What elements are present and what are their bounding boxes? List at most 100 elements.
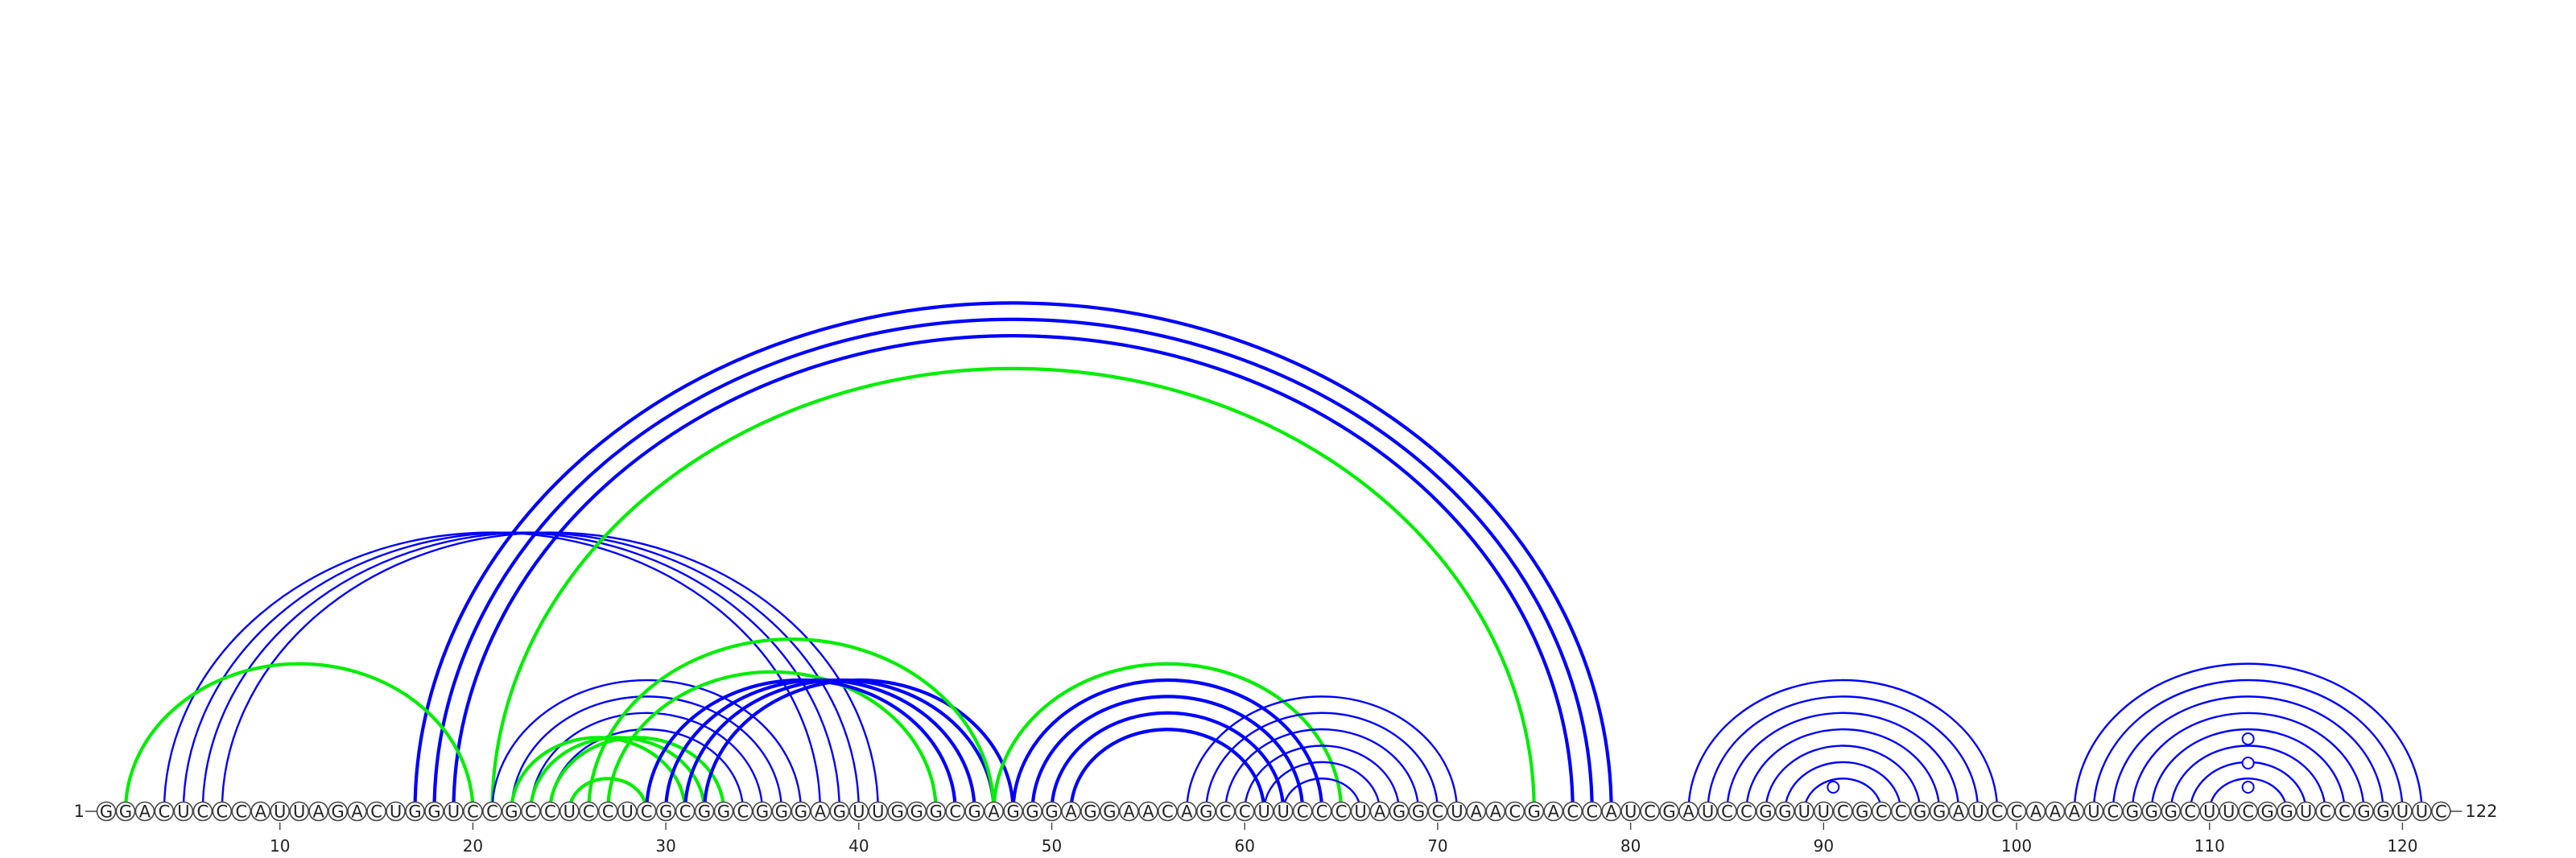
nucleotide-letter: U (872, 802, 884, 822)
start-label: 1 (74, 802, 85, 821)
nucleotide: C (1892, 802, 1910, 822)
nucleotide-letter: C (737, 802, 749, 822)
nucleotide-letter: G (2165, 802, 2178, 822)
nucleotide: U (618, 802, 637, 822)
nucleotide-letter: G (1856, 802, 1868, 822)
nucleotide: C (599, 802, 617, 822)
base-pair-arc (1013, 680, 1323, 811)
nucleotide-letter: U (1451, 802, 1463, 822)
nucleotide: G (1023, 802, 1042, 822)
nucleotide-letter: U (2396, 802, 2409, 822)
nucleotide: U (1255, 802, 1274, 822)
nucleotide: A (1950, 802, 1968, 822)
nucleotide-letter: C (2011, 802, 2023, 822)
nucleotide-letter: A (1605, 802, 1617, 822)
nucleotide: G (1081, 802, 1100, 822)
tick-label: 40 (848, 836, 869, 856)
nucleotide-letter: U (1354, 802, 1366, 822)
nucleotide-letter: C (1297, 802, 1309, 822)
nucleotide-letter: G (1412, 802, 1425, 822)
nucleotide: A (251, 802, 270, 822)
nucleotide: A (1486, 802, 1505, 822)
nucleotide-letter: U (2203, 802, 2215, 822)
nucleotide-letter: G (1026, 802, 1038, 822)
nucleotide-letter: C (486, 802, 498, 822)
nucleotide: U (386, 802, 405, 822)
nucleotide: G (97, 802, 116, 822)
tick-label: 20 (463, 836, 483, 856)
nucleotide-letter: A (1490, 802, 1502, 822)
nucleotide: U (1274, 802, 1293, 822)
nucleotide: G (502, 802, 521, 822)
nucleotide: G (1911, 802, 1930, 822)
nucleotide: G (1660, 802, 1678, 822)
nucleotide-letter: G (698, 802, 711, 822)
nucleotide-letter: G (2357, 802, 2370, 822)
nucleotide-letter: C (2184, 802, 2196, 822)
nucleotide-letter: C (216, 802, 228, 822)
nucleotide-letter: A (312, 802, 324, 822)
nucleotide: G (1100, 802, 1119, 822)
nucleotide: U (290, 802, 308, 822)
nucleotide-letter: C (2435, 802, 2447, 822)
nucleotide-letter: A (2050, 802, 2062, 822)
tick-label: 10 (270, 836, 290, 856)
nucleotide: G (1409, 802, 1427, 822)
nucleotide: G (1757, 802, 1775, 822)
tick-label: 60 (1235, 836, 1255, 856)
nucleotide-letter: A (1374, 802, 1386, 822)
nucleotide: C (522, 802, 540, 822)
nucleotide-letter: G (119, 802, 132, 822)
nucleotide-letter: G (1084, 802, 1096, 822)
tick-label: 80 (1620, 836, 1641, 856)
end-label: 122 (2465, 802, 2497, 821)
base-pair-arc (1746, 729, 1939, 811)
nucleotide-letter: A (1471, 802, 1483, 822)
nucleotide-letter: C (1432, 802, 1444, 822)
nucleotide-letter: U (852, 802, 865, 822)
nucleotide-letter: A (1953, 802, 1965, 822)
nucleotide: A (1467, 802, 1485, 822)
nucleotide: U (1814, 802, 1833, 822)
nucleotide: C (1236, 802, 1254, 822)
loop-marker (2243, 757, 2254, 769)
nucleotide: G (965, 802, 984, 822)
nucleotide-letter: C (370, 802, 382, 822)
nucleotide-letter: G (331, 802, 344, 822)
nucleotide: U (849, 802, 868, 822)
nucleotide: G (2355, 802, 2373, 822)
nucleotide: G (2277, 802, 2296, 822)
nucleotide: U (869, 802, 887, 822)
loop-marker (1827, 782, 1839, 793)
nucleotide-letter: U (390, 802, 402, 822)
nucleotide: C (676, 802, 695, 822)
nucleotide-letter: U (564, 802, 576, 822)
nucleotide-letter: C (467, 802, 479, 822)
nucleotide-letter: C (602, 802, 614, 822)
nucleotide-letter: G (1045, 802, 1058, 822)
base-pair-arc (646, 680, 956, 811)
nucleotide-letter: U (2087, 802, 2099, 822)
nucleotide-letter: A (139, 802, 151, 822)
nucleotide: C (946, 802, 964, 822)
base-pair-arc (415, 303, 1612, 811)
nucleotide: U (1699, 802, 1717, 822)
loop-marker (2243, 782, 2254, 793)
nucleotide-letter: A (2069, 802, 2081, 822)
tick-label: 30 (655, 836, 675, 856)
nucleotide-letter: G (659, 802, 672, 822)
nucleotide-letter: A (1123, 802, 1135, 822)
nucleotide: G (2142, 802, 2161, 822)
nucleotide: C (734, 802, 753, 822)
nucleotide: A (1679, 802, 1698, 822)
nucleotide: U (2413, 802, 2431, 822)
nucleotide-letter: G (756, 802, 769, 822)
nucleotide: A (1178, 802, 1196, 822)
nucleotide: G (753, 802, 771, 822)
nucleotide-letter: C (159, 802, 171, 822)
nucleotide: U (1795, 802, 1814, 822)
nucleotide: C (2335, 802, 2354, 822)
nucleotide: U (1447, 802, 1466, 822)
nucleotide: G (328, 802, 347, 822)
nucleotide: C (464, 802, 482, 822)
